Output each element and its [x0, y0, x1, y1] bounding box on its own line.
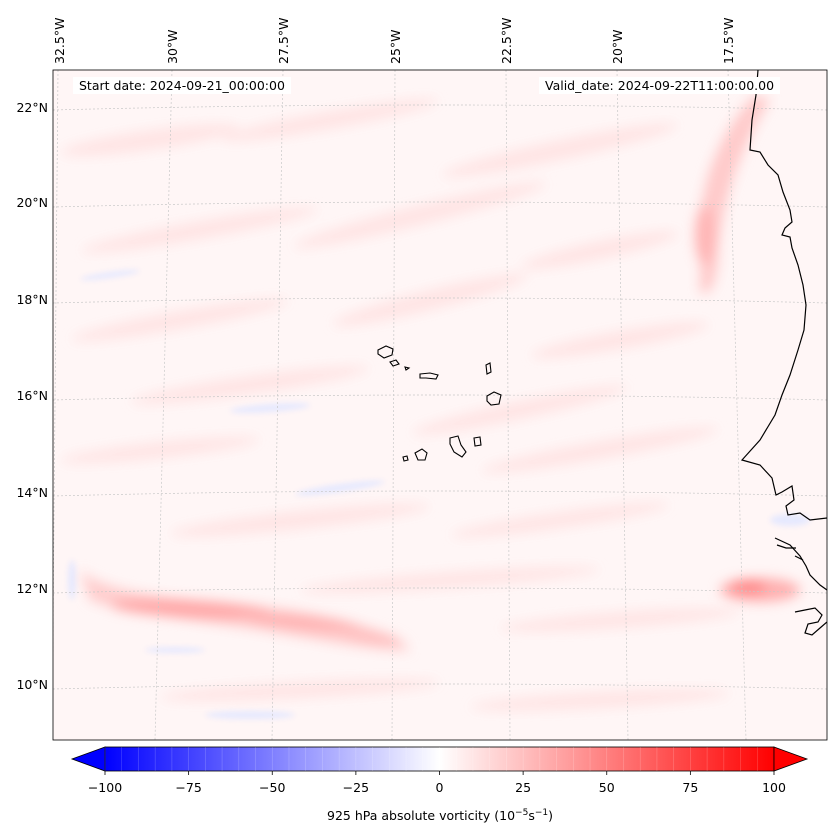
lat-label-10n: 10°N	[16, 677, 48, 692]
fogo-island	[414, 448, 428, 461]
cape-verde-islands	[377, 345, 502, 462]
lon-label-20w: 20°W	[610, 29, 625, 64]
colorbar-tick-label: 75	[682, 780, 699, 795]
colorbar-title-text: 925 hPa absolute vorticity (10	[326, 808, 516, 824]
colorbar-title-mid: s	[528, 808, 535, 824]
colorbar-gradient	[104, 746, 775, 772]
west-africa-coastline	[740, 70, 827, 521]
lon-label-32-5w: 32.5°W	[52, 17, 67, 64]
colorbar-extend-high	[773, 746, 809, 772]
vorticity-field-background	[53, 70, 827, 740]
weak-positive-streaks	[60, 98, 740, 711]
colorbar-title-exp1: −5	[515, 808, 529, 818]
colorbar-tick-label: −75	[175, 780, 202, 795]
map-plot-area	[53, 70, 827, 740]
colorbar-tick-label: 25	[515, 780, 532, 795]
colorbar-tick-label: −100	[87, 780, 123, 795]
lon-label-22-5w: 22.5°W	[499, 17, 514, 64]
coastline	[740, 70, 827, 636]
lat-label-12n: 12°N	[16, 581, 48, 596]
boa-vista-island	[486, 391, 502, 406]
lat-label-20n: 20°N	[16, 195, 48, 210]
lat-label-22n: 22°N	[16, 100, 48, 115]
brava-island	[402, 455, 409, 462]
santa-luzia-island	[404, 366, 411, 371]
valid-date-label: Valid_date: 2024-09-22T11:00:00.00	[539, 77, 781, 94]
strong-vorticity-streak	[80, 570, 800, 651]
colorbar-tick-label: 0	[435, 780, 444, 795]
lat-label-16n: 16°N	[16, 388, 48, 403]
map-frame	[52, 69, 828, 741]
lat-label-14n: 14°N	[16, 485, 48, 500]
santo-antao-island	[377, 345, 394, 359]
start-date-label: Start date: 2024-09-21_00:00:00	[73, 77, 291, 94]
colorbar-extend-low	[70, 746, 106, 772]
lon-label-27-5w: 27.5°W	[276, 17, 291, 64]
lon-label-30w: 30°W	[165, 29, 180, 64]
lon-label-25w: 25°W	[388, 29, 403, 64]
santiago-island	[449, 435, 467, 458]
colorbar	[70, 746, 809, 775]
colorbar-tick-label: −50	[259, 780, 286, 795]
maio-island	[473, 436, 482, 447]
sao-nicolau-island	[419, 372, 439, 380]
colorbar-title-exp2: −1	[534, 808, 549, 818]
sao-vicente-island	[389, 359, 400, 367]
colorbar-title-end: )	[548, 808, 554, 824]
colorbar-tick-label: −25	[342, 780, 370, 795]
lat-label-18n: 18°N	[16, 292, 48, 307]
colorbar-ticks	[104, 747, 775, 775]
colorbar-tick-label: 50	[598, 780, 615, 795]
negative-vorticity-patches	[68, 269, 810, 719]
colorbar-tick-label: 100	[762, 780, 786, 795]
coastal-positive-band	[695, 95, 770, 294]
sal-island	[485, 362, 492, 375]
colorbar-title: 925 hPa absolute vorticity (10−5s−1)	[327, 808, 553, 823]
lon-label-17-5w: 17.5°W	[721, 17, 736, 64]
